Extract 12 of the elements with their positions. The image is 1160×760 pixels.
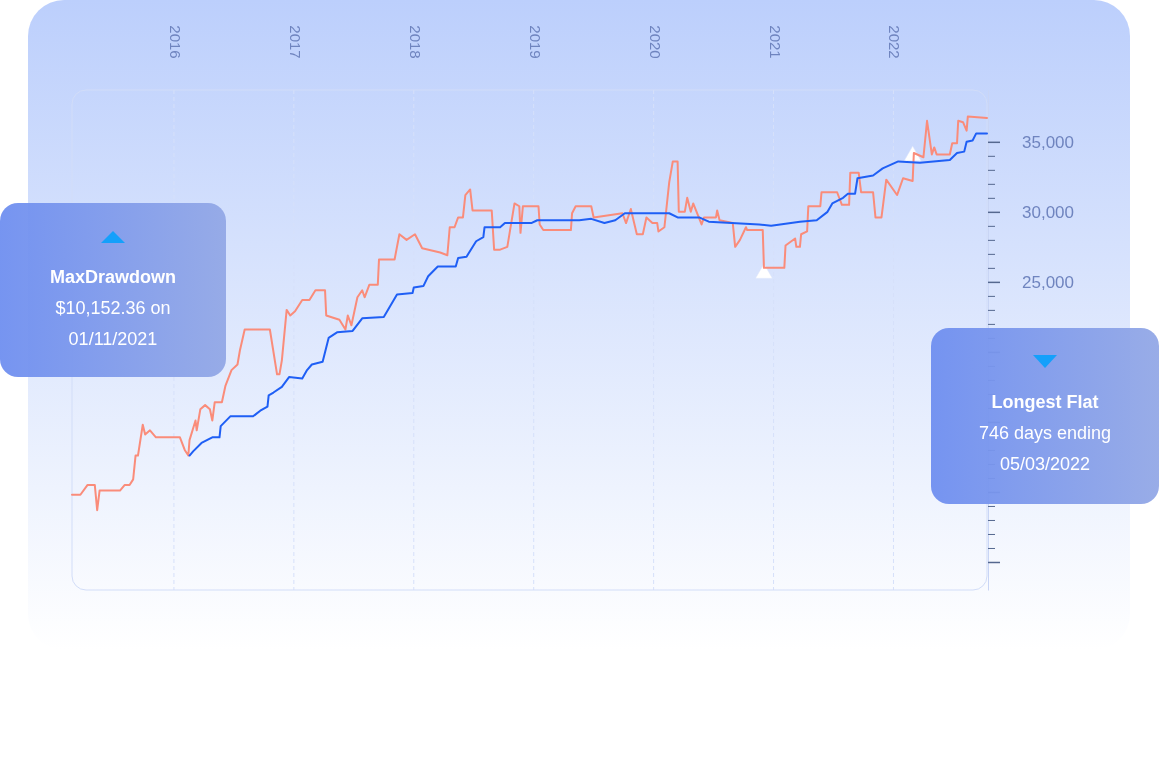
y-tick-label: 30,000 (1022, 202, 1074, 222)
x-tick-label: 2022 (886, 25, 904, 59)
y-tick-label: 35,000 (1022, 132, 1074, 152)
x-tick-label: 2019 (526, 25, 544, 59)
annotation: MaxDrawdown $10,152.36 on 01/11/2021 (49, 267, 177, 349)
x-tick-label: 2018 (406, 25, 424, 59)
y-tick-label: 25,000 (1022, 272, 1074, 292)
x-tick-label: 2020 (646, 25, 664, 59)
x-tick-label: 2017 (286, 25, 304, 59)
annotation: Longest Flat 746 days ending 05/03/2022 (978, 392, 1112, 474)
x-tick-label: 2016 (166, 25, 184, 59)
x-tick-label: 2021 (766, 25, 784, 59)
